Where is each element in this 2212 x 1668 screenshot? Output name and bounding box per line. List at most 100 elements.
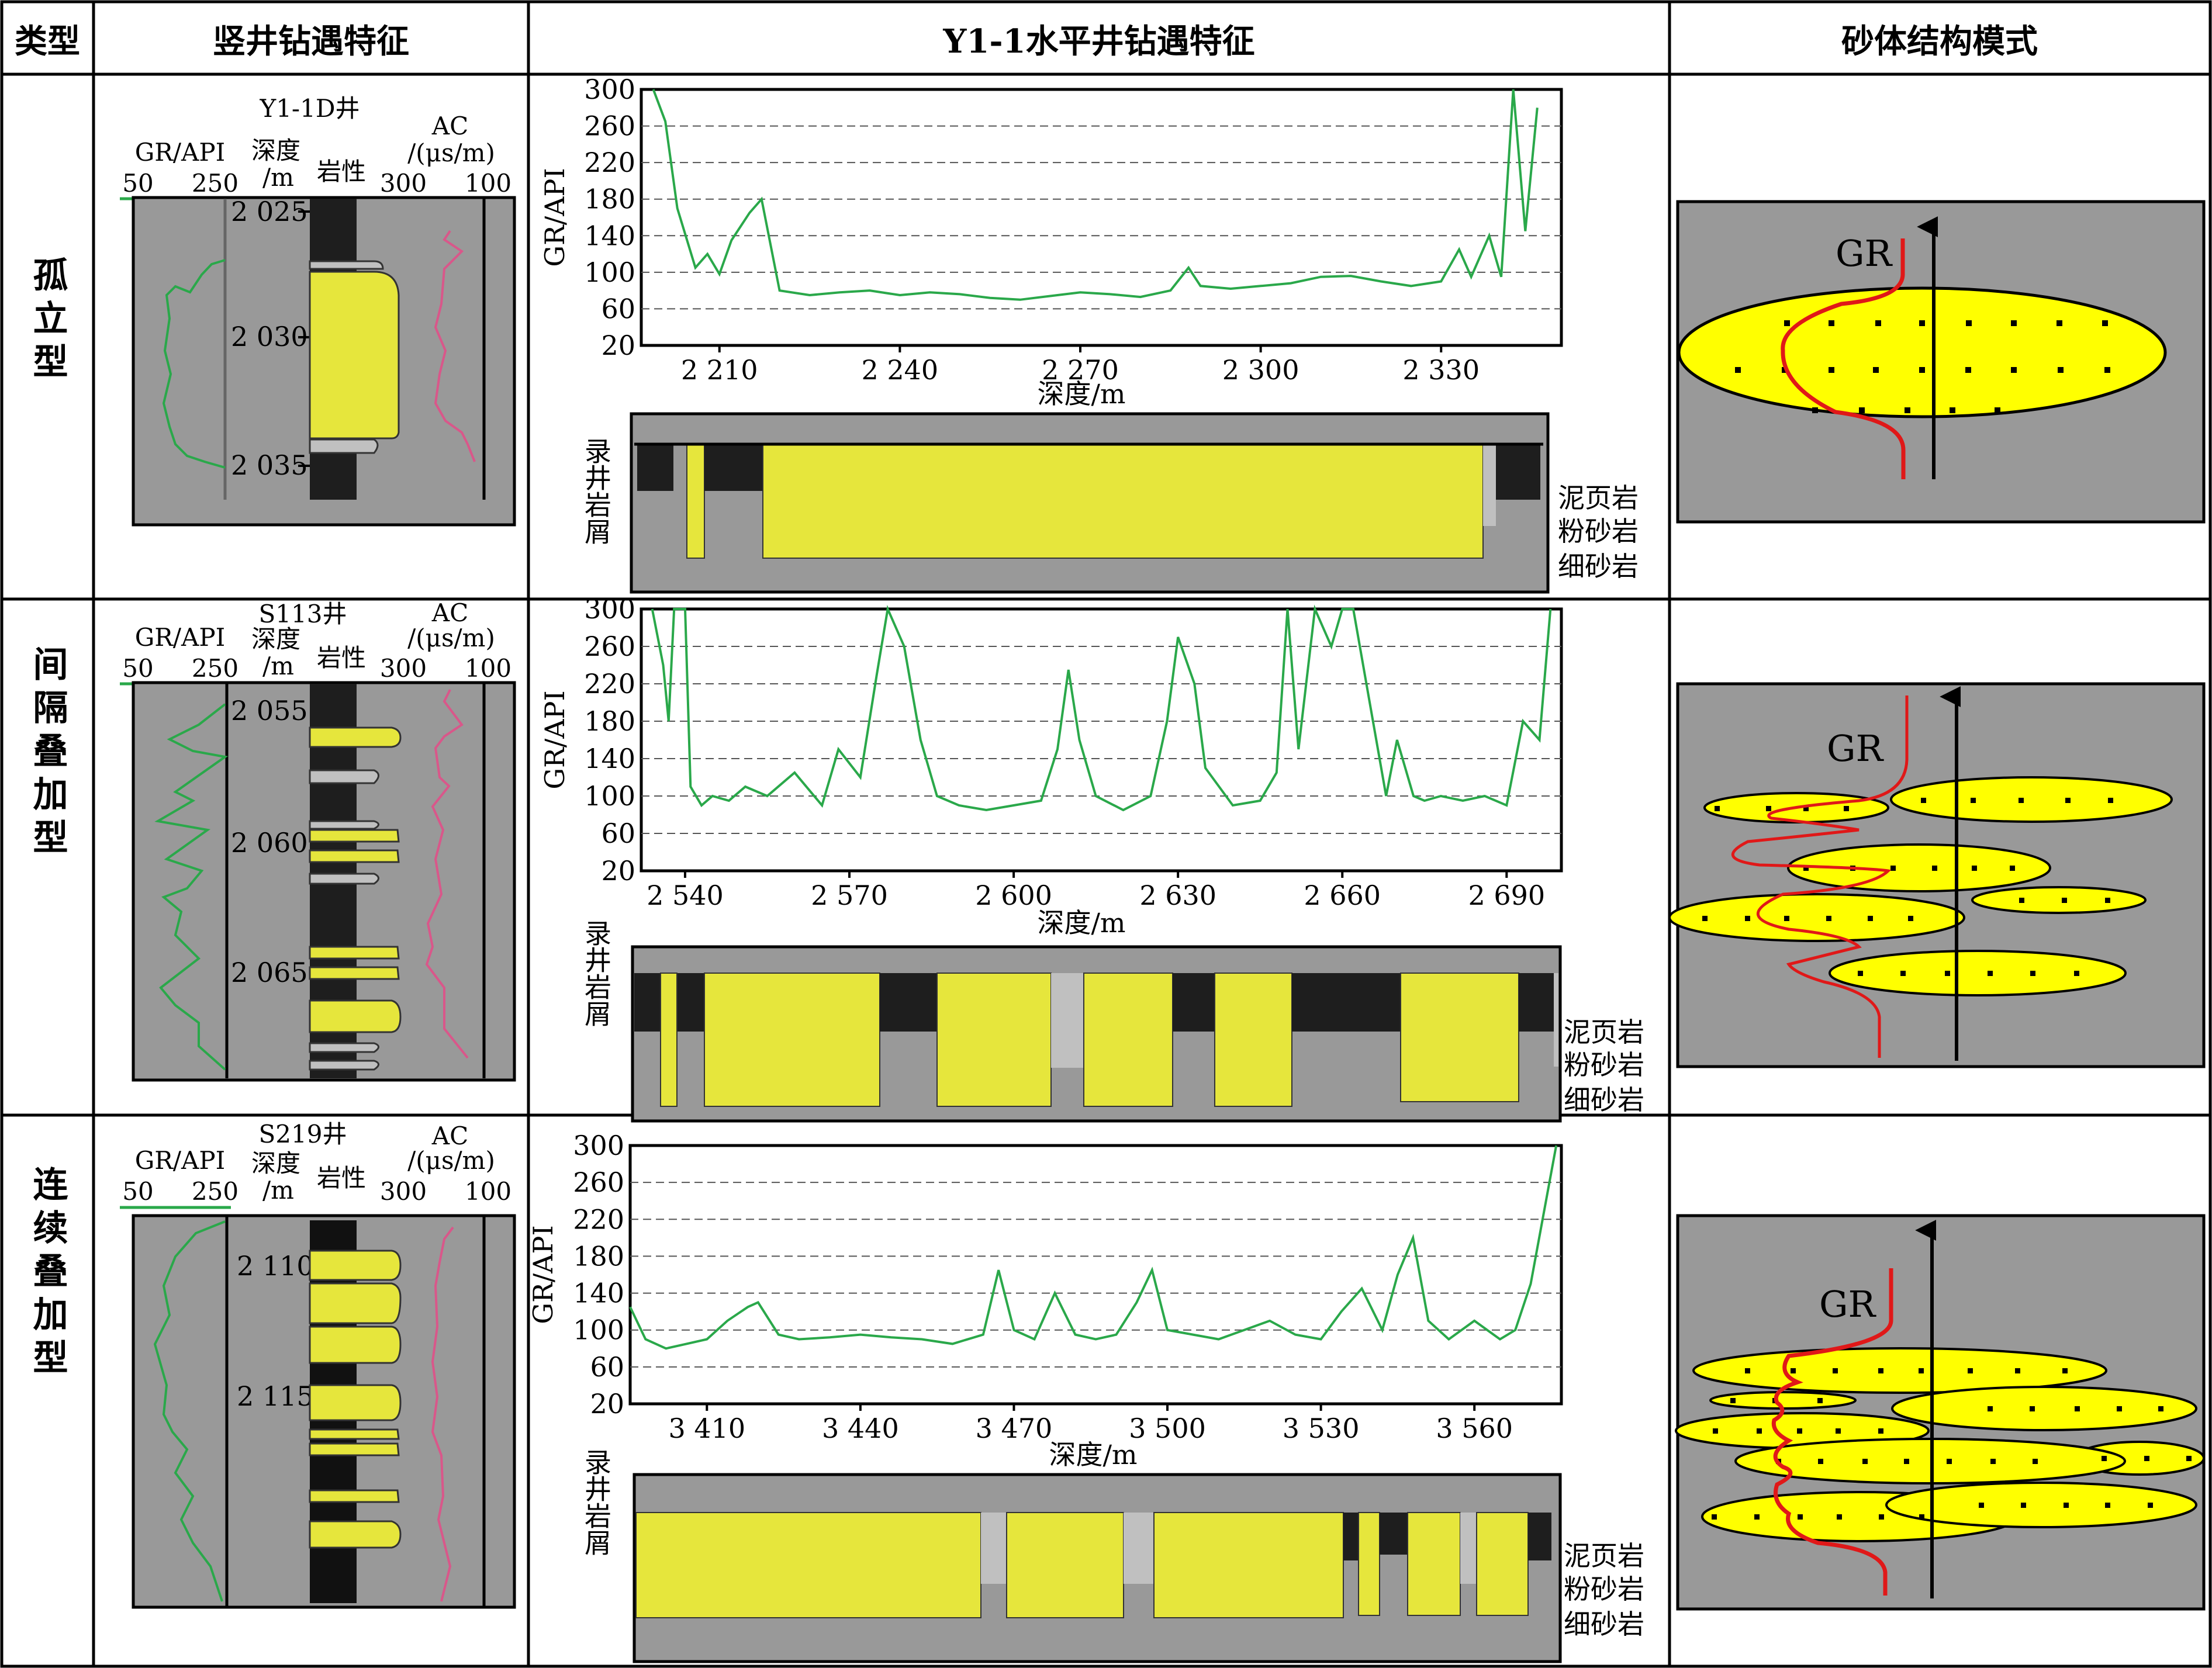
ac-label: AC [431, 598, 468, 627]
gr-log-curve [162, 259, 226, 469]
model-interval-stacked: GR [1668, 682, 2206, 1068]
gr-model-label: GR [1819, 1283, 1877, 1326]
shale-interval [1496, 444, 1540, 500]
y-tick-label: 260 [573, 1167, 624, 1198]
x-tick-labels: 3 410 3 440 3 470 3 500 3 530 3 560 [668, 1404, 1513, 1444]
well-name: S113井 [259, 600, 347, 628]
shale-interval [1343, 1513, 1359, 1560]
legend-shale: 泥页岩 [1558, 482, 1639, 514]
gridlines [630, 1182, 1561, 1368]
sand-lens [1677, 286, 2167, 418]
gr-log-curve [153, 1220, 226, 1602]
lithology-label: 岩性 [317, 157, 366, 186]
sand-dots [1702, 798, 2113, 976]
cuttings-log-1: 录井岩屑 泥页岩 粉砂岩 细砂岩 [580, 412, 1639, 594]
legend-silt: 粉砂岩 [1558, 515, 1639, 547]
sand-dot [1859, 407, 1865, 413]
sand-dot [2102, 320, 2108, 326]
y-tick-label: 20 [590, 1388, 624, 1420]
y-tick-labels: 300 260 220 180 140 100 60 20 [584, 593, 635, 887]
sand-lens [1668, 893, 1965, 942]
gr-min-label: 50 [122, 1177, 153, 1206]
y-tick-label: 180 [584, 705, 635, 737]
depth-unit-label: /m [262, 652, 294, 680]
ac-min-label: 300 [380, 169, 427, 198]
ac-max-label: 100 [465, 169, 511, 198]
y-tick-label: 100 [584, 257, 635, 288]
shale-interval [1380, 1513, 1408, 1555]
sand-dot [2011, 367, 2017, 373]
x-tick-label: 2 240 [862, 354, 939, 386]
y-tick-label: 60 [590, 1351, 624, 1383]
sand-dot [2058, 367, 2064, 373]
y-tick-labels: 300 260 220 180 140 100 60 20 [573, 1130, 624, 1420]
cuttings-title: 录井岩屑 [580, 437, 612, 545]
silt-interval [981, 1513, 1007, 1584]
depth-unit-label: /m [262, 163, 294, 192]
sandstone-bed [309, 849, 400, 863]
shale-interval [880, 973, 937, 1032]
depth-tick: 2 110 [237, 1250, 314, 1282]
y-tick-label: 140 [573, 1278, 624, 1309]
y-tick-label: 60 [601, 293, 635, 324]
siltstone-bed [309, 1060, 379, 1071]
shale-interval [704, 444, 763, 491]
header-vertical: 竖井钻遇特征 [213, 22, 409, 61]
plot-frame [628, 1144, 1563, 1406]
y-tick-label: 260 [584, 110, 635, 142]
ac-log-curve [431, 1226, 454, 1602]
gr-model-curve [1781, 238, 1906, 479]
siltstone-bed [309, 820, 379, 830]
vertical-well-panel-3: S219井 GR/API 50 250 深度 /m 岩性 AC /(μs/m) … [120, 1120, 516, 1609]
sand-interval [704, 973, 880, 1107]
sand-dot [2057, 320, 2062, 326]
y-tick-label: 20 [601, 330, 635, 361]
sand-dot [2011, 320, 2017, 326]
sand-dot [1995, 407, 2000, 413]
depth-tick: 2 055 [231, 695, 308, 726]
x-tick-label: 3 530 [1283, 1413, 1360, 1444]
sand-dot [1829, 320, 1834, 326]
siltstone-bed [309, 873, 379, 885]
x-tick-label: 3 470 [976, 1413, 1053, 1444]
sand-interval [660, 973, 678, 1107]
sandstone-bed [309, 1520, 402, 1549]
sand-lens [1890, 776, 2173, 823]
plot-frame [640, 607, 1563, 873]
type-label-interval: 间隔叠加型 [27, 646, 68, 862]
x-tick-label: 3 500 [1129, 1413, 1206, 1444]
y-tick-label: 180 [573, 1240, 624, 1272]
x-tick-label: 3 410 [668, 1413, 745, 1444]
model-continuous-stacked: GR [1675, 1214, 2206, 1611]
silt-interval [1483, 444, 1496, 526]
cuttings-title: 录井岩屑 [580, 1448, 612, 1556]
y-tick-label: 140 [584, 220, 635, 251]
plot-frame [640, 88, 1563, 347]
sandstone-bed [309, 1442, 400, 1456]
sand-interval [1400, 973, 1519, 1102]
x-tick-label: 2 300 [1222, 354, 1299, 386]
sand-lens [1787, 843, 2051, 892]
gr-curve-label: GR/API [135, 1146, 226, 1175]
y-tick-labels: 300 260 220 180 140 100 60 20 [584, 74, 635, 361]
gr-max-label: 250 [192, 169, 239, 198]
ac-unit-label: /(μs/m) [407, 1146, 495, 1175]
gr-model-label: GR [1836, 232, 1893, 275]
gr-model-curve [1731, 695, 1909, 1058]
ac-max-label: 100 [465, 654, 511, 683]
cuttings-log-2: 录井岩屑 泥页岩 粉砂岩 细砂岩 [580, 919, 1644, 1123]
cuttings-title: 录井岩屑 [580, 919, 612, 1027]
sand-dot [1919, 367, 1925, 373]
y-axis-label: GR/API [539, 168, 571, 267]
sandstone-bed [309, 966, 400, 980]
y-tick-label: 220 [584, 668, 635, 700]
sandstone-bed [309, 946, 400, 960]
ac-min-label: 300 [380, 654, 427, 683]
gridlines [641, 125, 1561, 310]
sand-dot [1784, 320, 1790, 326]
sand-dot [1919, 320, 1925, 326]
x-tick-label: 2 600 [975, 880, 1052, 911]
x-tick-label: 2 270 [1042, 354, 1119, 386]
gr-series-line [652, 89, 1539, 301]
